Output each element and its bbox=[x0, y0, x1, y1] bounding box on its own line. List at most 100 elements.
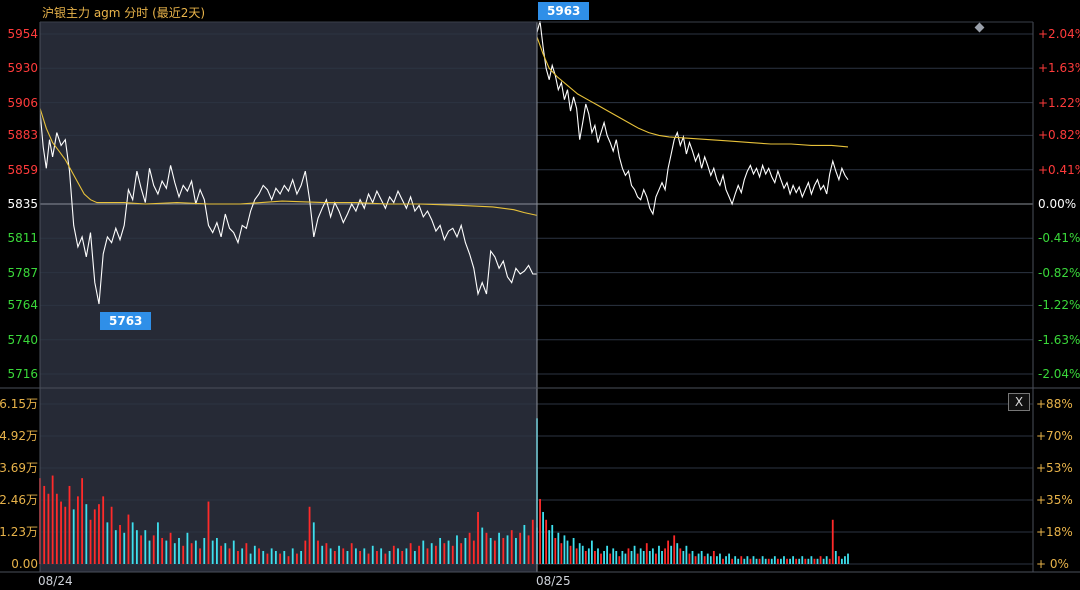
volume-bar bbox=[207, 501, 210, 564]
volume-bar bbox=[249, 553, 252, 564]
volume-bar bbox=[460, 543, 463, 564]
volume-bar bbox=[439, 537, 442, 564]
volume-bar bbox=[569, 545, 572, 564]
volume-bar bbox=[144, 530, 147, 564]
volume-bar bbox=[719, 553, 721, 564]
volume-bar bbox=[590, 540, 593, 564]
volume-bar bbox=[435, 545, 437, 564]
volume-percent-label: + 0% bbox=[1036, 557, 1069, 571]
volume-bar bbox=[804, 558, 807, 564]
volume-bar bbox=[489, 537, 492, 564]
volume-bar bbox=[594, 550, 596, 564]
volume-bar bbox=[828, 558, 831, 564]
volume-bar bbox=[502, 537, 505, 564]
volume-bar bbox=[329, 548, 332, 564]
volume-bar bbox=[527, 535, 530, 564]
volume-bar bbox=[123, 532, 126, 564]
volume-bar bbox=[694, 556, 697, 564]
low-price-tag: 5763 bbox=[100, 311, 152, 330]
volume-bar bbox=[740, 556, 743, 564]
volume-bar bbox=[510, 530, 513, 564]
volume-bar bbox=[639, 548, 642, 564]
volume-bar bbox=[241, 548, 244, 564]
volume-bar bbox=[761, 556, 764, 564]
volume-bar bbox=[102, 496, 105, 564]
volume-bar bbox=[98, 504, 100, 564]
volume-bar bbox=[93, 509, 96, 564]
volume-bar bbox=[51, 475, 54, 564]
volume-bar bbox=[584, 550, 587, 564]
close-volume-panel-button[interactable]: X bbox=[1008, 393, 1030, 411]
volume-bar bbox=[405, 548, 408, 564]
volume-bar bbox=[68, 485, 71, 564]
volume-bar bbox=[161, 537, 164, 564]
volume-bar bbox=[228, 548, 231, 564]
volume-bar bbox=[679, 548, 682, 564]
volume-bar bbox=[165, 540, 168, 564]
volume-tick-label: 3.69万 bbox=[0, 461, 38, 475]
volume-bar bbox=[443, 543, 446, 564]
volume-bar bbox=[468, 532, 471, 564]
volume-bar bbox=[152, 535, 155, 564]
volume-bar bbox=[464, 537, 467, 564]
volume-bar bbox=[211, 540, 214, 564]
volume-bar bbox=[587, 548, 590, 564]
percent-tick-label: 0.00% bbox=[1038, 197, 1077, 211]
volume-tick-label: 4.92万 bbox=[0, 429, 38, 443]
percent-tick-label: -1.22% bbox=[1038, 298, 1080, 313]
volume-bar bbox=[89, 519, 92, 564]
volume-bar bbox=[245, 543, 248, 564]
volume-bar bbox=[844, 556, 846, 564]
volume-bar bbox=[359, 550, 362, 564]
percent-tick-label: +0.41% bbox=[1038, 162, 1080, 177]
price-line-08/24 bbox=[39, 111, 537, 305]
volume-bar bbox=[572, 537, 575, 564]
volume-bar bbox=[539, 498, 541, 564]
volume-bar bbox=[776, 558, 779, 564]
volume-bar bbox=[743, 558, 746, 564]
volume-bar bbox=[371, 545, 374, 564]
price-tick-label: 5835 bbox=[7, 197, 38, 211]
volume-bar bbox=[841, 558, 843, 564]
volume-bar bbox=[813, 558, 816, 564]
volume-percent-label: +18% bbox=[1036, 525, 1073, 539]
price-tick-label: 5764 bbox=[7, 298, 38, 313]
volume-bar bbox=[224, 543, 227, 564]
volume-bar bbox=[624, 553, 627, 564]
volume-bar bbox=[551, 524, 554, 564]
volume-bar bbox=[300, 550, 303, 564]
volume-bar bbox=[317, 540, 319, 564]
volume-bar bbox=[673, 535, 676, 564]
volume-bar bbox=[548, 530, 551, 564]
volume-bar bbox=[472, 540, 475, 564]
volume-bar bbox=[581, 545, 584, 564]
volume-bar bbox=[709, 556, 712, 564]
price-lines bbox=[39, 20, 849, 305]
volume-bar bbox=[283, 550, 286, 564]
volume-percent-label: +88% bbox=[1036, 397, 1073, 411]
volume-bar bbox=[173, 543, 176, 564]
volume-bar bbox=[220, 545, 223, 564]
volume-bar bbox=[308, 506, 311, 564]
volume-bars bbox=[39, 418, 849, 564]
volume-bar bbox=[722, 558, 724, 564]
volume-bar bbox=[633, 545, 636, 564]
volume-bar bbox=[279, 553, 281, 564]
volume-bar bbox=[392, 545, 395, 564]
volume-bar bbox=[451, 545, 454, 564]
volume-bar bbox=[203, 537, 206, 564]
volume-bar bbox=[321, 545, 324, 564]
volume-bar bbox=[670, 545, 673, 564]
percent-tick-label: -1.63% bbox=[1038, 332, 1080, 347]
volume-tick-label: 2.46万 bbox=[0, 493, 38, 507]
volume-bar bbox=[700, 550, 703, 564]
volume-bar bbox=[566, 540, 569, 564]
volume-bar bbox=[270, 548, 273, 564]
volume-tick-label: 0.00 bbox=[11, 557, 38, 571]
price-tick-label: 5716 bbox=[7, 367, 38, 381]
volume-bar bbox=[114, 530, 117, 564]
volume-bar bbox=[810, 556, 813, 564]
volume-bar bbox=[363, 548, 366, 564]
volume-bar bbox=[493, 540, 496, 564]
